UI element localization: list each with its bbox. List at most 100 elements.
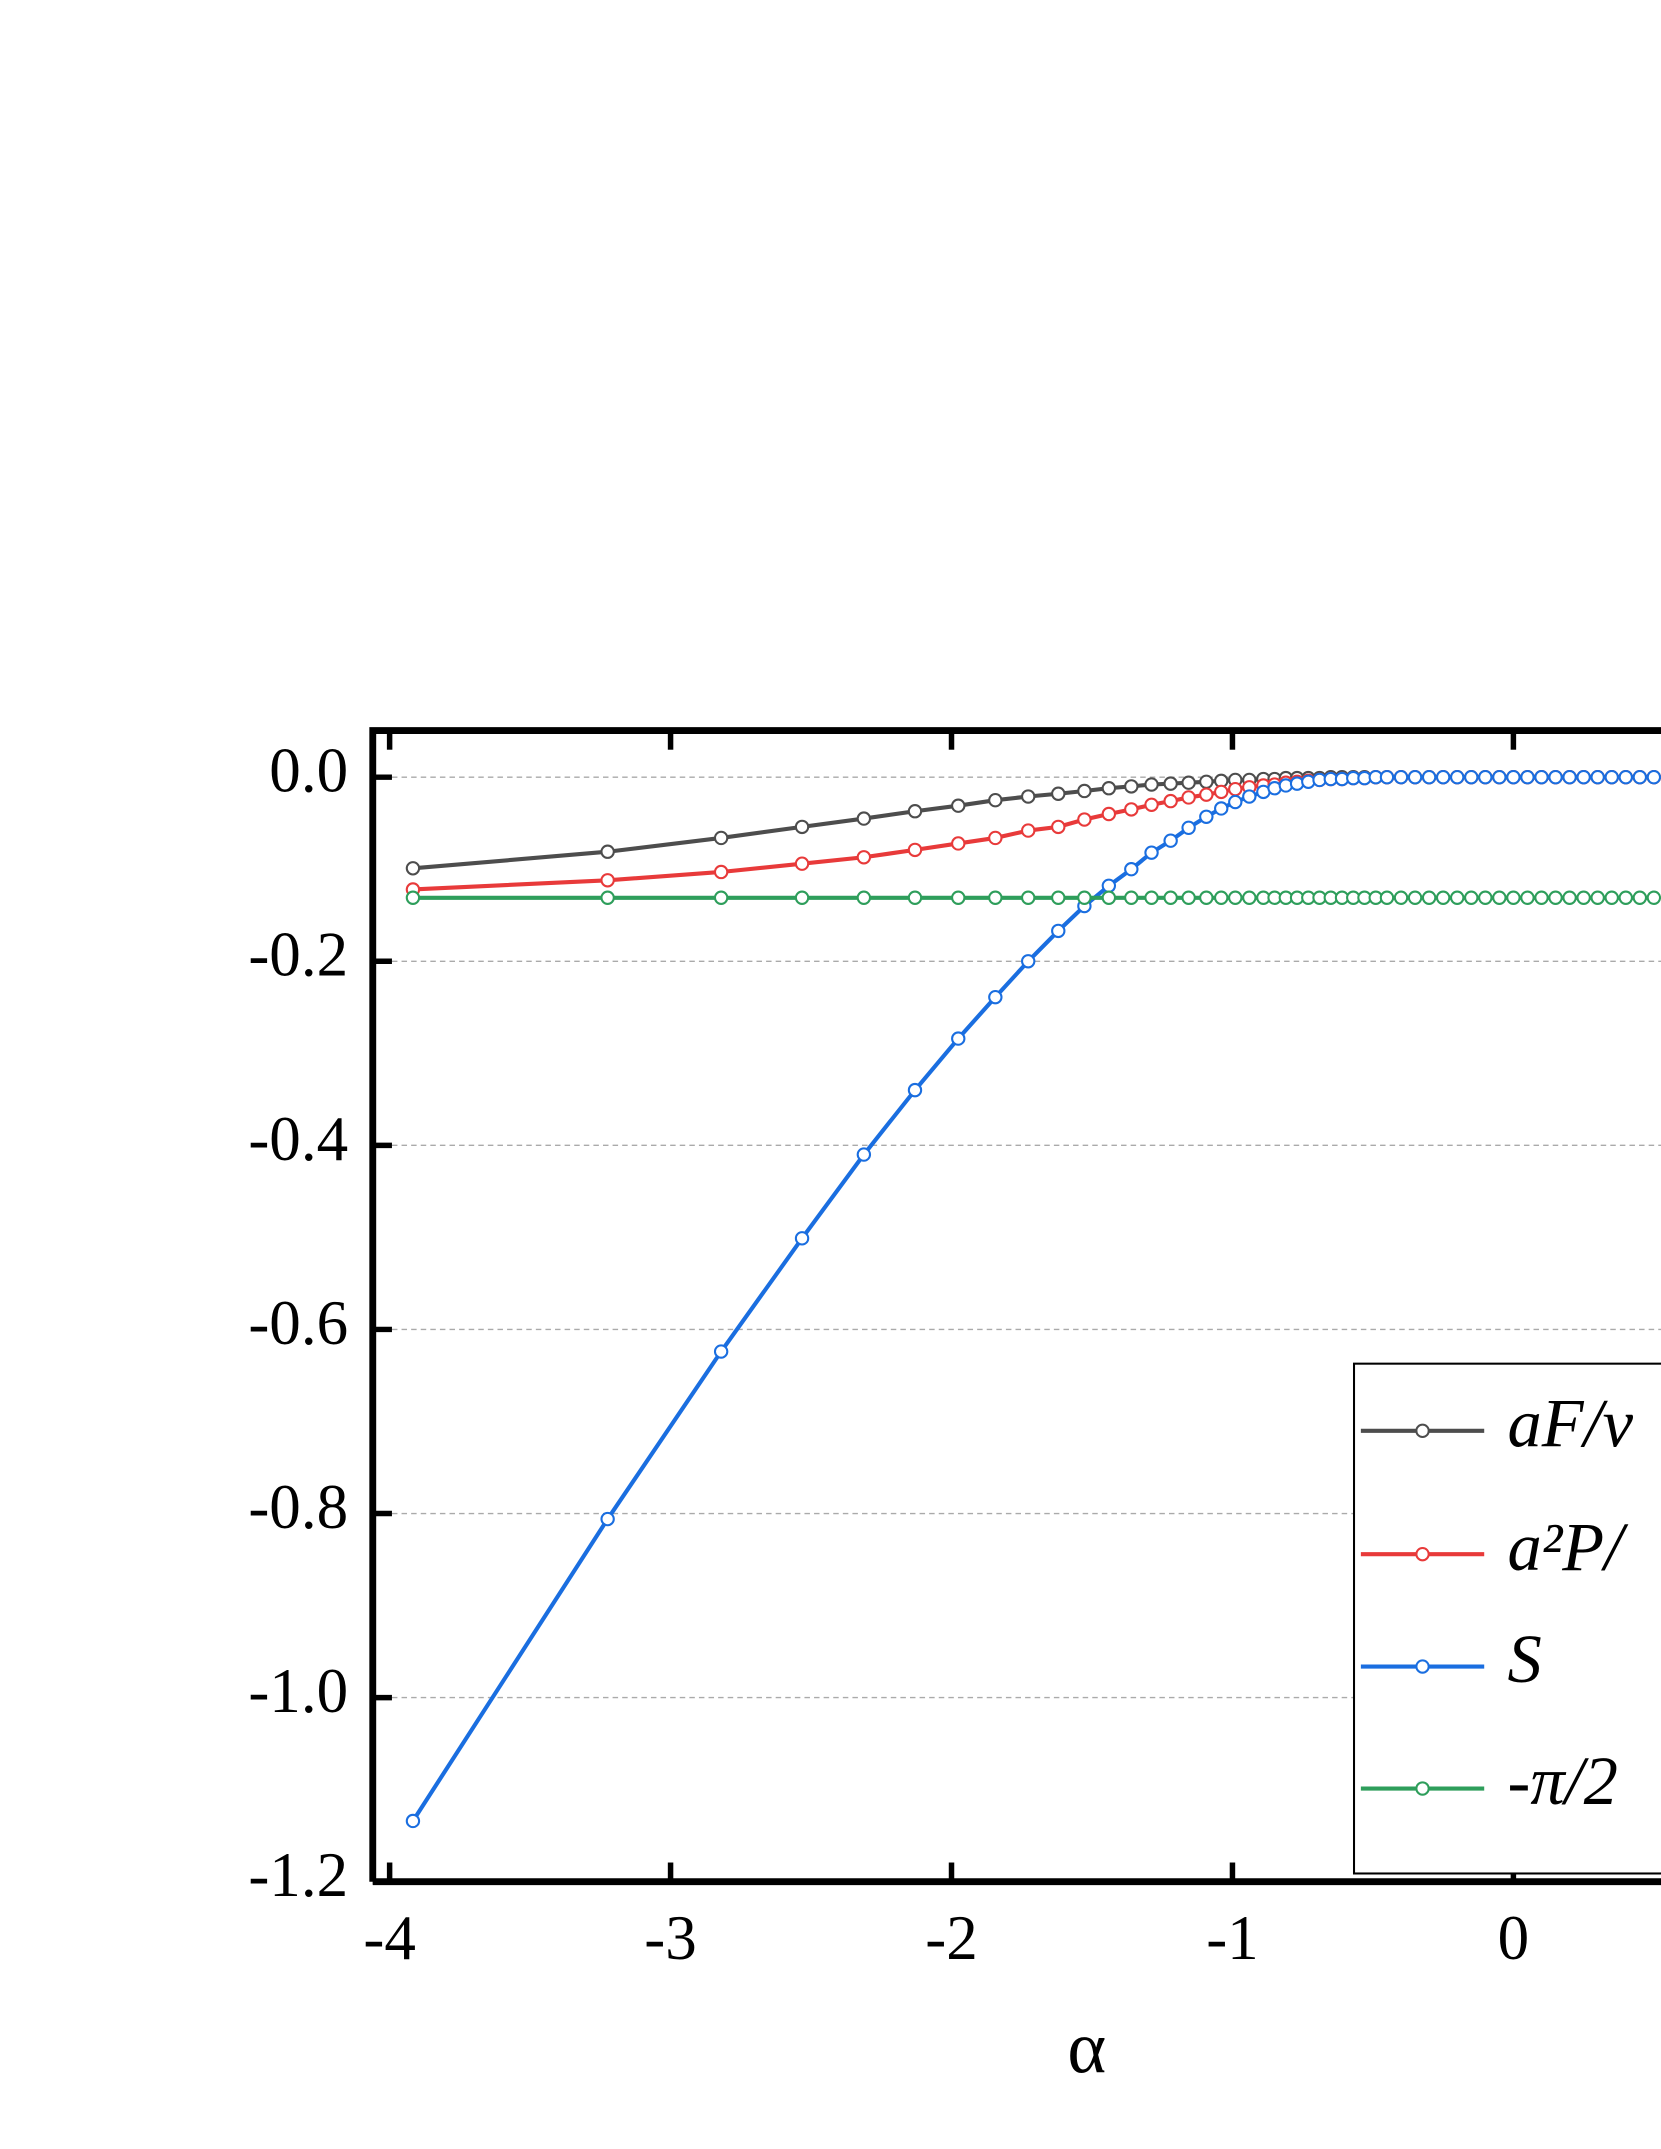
data-point bbox=[1646, 890, 1661, 905]
data-point bbox=[1051, 786, 1066, 801]
data-point bbox=[1144, 797, 1159, 812]
data-point bbox=[1393, 890, 1409, 905]
data-point bbox=[1144, 890, 1159, 905]
data-point bbox=[988, 890, 1003, 905]
data-point bbox=[1199, 787, 1214, 802]
data-point bbox=[1576, 769, 1591, 785]
data-point bbox=[1478, 890, 1493, 905]
data-point bbox=[1021, 890, 1036, 905]
data-point bbox=[1124, 890, 1139, 905]
legend-label: aF/v bbox=[1508, 1386, 1634, 1462]
data-point bbox=[1051, 923, 1066, 939]
y-tick-label: -1.2 bbox=[248, 1840, 348, 1910]
x-tick-label: -1 bbox=[1206, 1903, 1259, 1973]
data-point bbox=[405, 1813, 421, 1829]
data-point bbox=[1520, 890, 1535, 905]
legend-marker bbox=[1415, 1659, 1430, 1674]
data-point bbox=[1163, 793, 1178, 809]
data-point bbox=[1077, 812, 1092, 827]
series-line bbox=[412, 775, 1654, 871]
data-point bbox=[600, 844, 615, 859]
data-point bbox=[1604, 890, 1619, 905]
data-point bbox=[1450, 890, 1465, 905]
data-point bbox=[1618, 890, 1633, 905]
data-point bbox=[1021, 954, 1036, 969]
data-point bbox=[1604, 769, 1619, 785]
data-point bbox=[1199, 890, 1214, 905]
data-point bbox=[794, 856, 810, 871]
data-point bbox=[1101, 878, 1117, 893]
data-point bbox=[951, 890, 966, 905]
data-point bbox=[907, 890, 923, 905]
data-point bbox=[1478, 769, 1493, 785]
legend-marker bbox=[1415, 1423, 1430, 1439]
data-point bbox=[1393, 769, 1409, 785]
data-point bbox=[1421, 890, 1437, 905]
data-point bbox=[1163, 833, 1178, 848]
y-tick-label: 0.0 bbox=[269, 736, 348, 806]
data-point bbox=[856, 890, 872, 905]
data-point bbox=[1021, 789, 1036, 804]
data-point bbox=[794, 819, 810, 835]
ticks: 0.0 -0.2 -0.4 -0.6 -0.8 -1.0 -1.2-4 -3 -2 -1 0 bbox=[248, 730, 1529, 1973]
data-point bbox=[405, 861, 421, 876]
data-point bbox=[1646, 769, 1661, 785]
data-point bbox=[1124, 779, 1139, 794]
data-point bbox=[1464, 890, 1479, 905]
data-point bbox=[988, 792, 1003, 808]
data-point bbox=[600, 873, 615, 888]
data-point bbox=[600, 1511, 615, 1527]
data-point bbox=[1548, 769, 1563, 785]
data-point bbox=[1520, 769, 1535, 785]
data-point bbox=[1163, 890, 1178, 905]
data-point bbox=[713, 890, 729, 905]
data-point bbox=[1228, 890, 1243, 905]
data-point bbox=[1242, 890, 1257, 905]
data-point bbox=[1163, 776, 1178, 791]
data-point bbox=[907, 1082, 923, 1098]
data-point bbox=[1632, 890, 1648, 905]
data-point bbox=[1435, 890, 1451, 905]
data-point bbox=[1101, 890, 1117, 905]
data-point bbox=[1181, 890, 1196, 905]
data-point bbox=[951, 836, 966, 851]
data-point bbox=[1214, 801, 1229, 816]
data-point bbox=[856, 1147, 872, 1162]
data-point bbox=[1506, 890, 1521, 905]
data-point bbox=[1464, 769, 1479, 785]
data-point bbox=[1144, 777, 1159, 792]
data-point bbox=[713, 1344, 729, 1359]
data-point bbox=[713, 830, 729, 846]
data-point bbox=[1379, 890, 1395, 905]
data-point bbox=[1492, 890, 1507, 905]
y-tick-label: -0.4 bbox=[248, 1104, 348, 1174]
data-point bbox=[1021, 823, 1036, 838]
legend-label: -π/2 bbox=[1508, 1743, 1618, 1819]
data-point bbox=[1199, 774, 1214, 789]
data-point bbox=[1051, 890, 1066, 905]
data-point bbox=[1618, 769, 1633, 785]
data-point bbox=[988, 989, 1003, 1005]
data-point bbox=[1407, 890, 1423, 905]
data-point bbox=[1228, 781, 1243, 797]
data-point bbox=[951, 798, 966, 813]
data-point bbox=[1590, 890, 1605, 905]
data-point bbox=[1379, 769, 1395, 785]
plot-area bbox=[405, 769, 1661, 1829]
y-tick-label: -1.0 bbox=[248, 1656, 348, 1726]
data-point bbox=[1562, 769, 1577, 785]
data-point bbox=[1548, 890, 1563, 905]
data-point bbox=[1214, 784, 1229, 800]
x-tick-label: -4 bbox=[363, 1903, 416, 1973]
data-point bbox=[1534, 769, 1549, 785]
y-tick-label: -0.2 bbox=[248, 920, 348, 990]
data-point bbox=[1506, 769, 1521, 785]
data-point bbox=[1242, 789, 1257, 804]
x-axis-label: α bbox=[1067, 2008, 1106, 2090]
data-point bbox=[907, 804, 923, 819]
legend-marker bbox=[1415, 1781, 1430, 1796]
data-point bbox=[1576, 890, 1591, 905]
data-point bbox=[1421, 769, 1437, 785]
